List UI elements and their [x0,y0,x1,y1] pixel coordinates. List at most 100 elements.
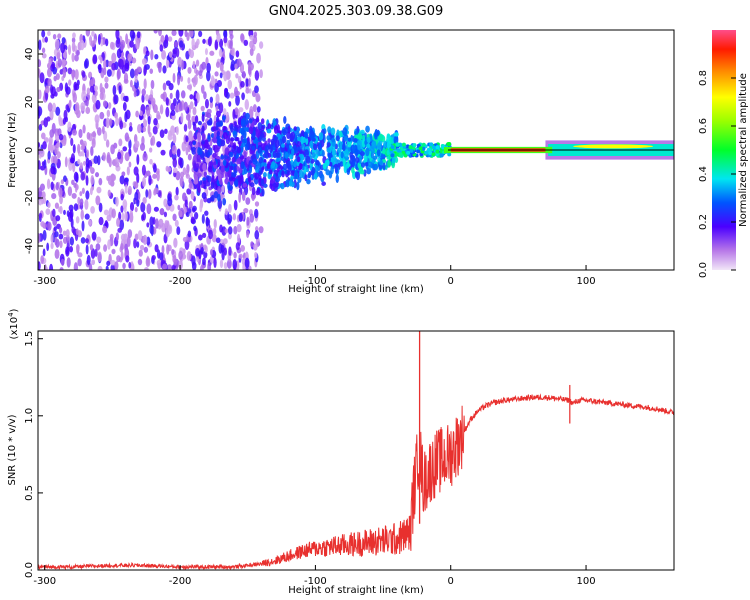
spectrogram-cell [215,110,221,118]
spectrogram-cell [315,159,320,167]
spectrogram-cell [187,153,192,161]
spectrogram-cell [202,180,207,185]
spectrogram-cell [98,202,103,213]
spectrogram-cell [332,148,336,157]
spectrogram-cell [297,136,302,142]
spectrogram-cell [233,199,238,211]
spectrogram-cell [204,140,209,149]
spectrogram-cell [74,102,80,113]
spectrogram-cell [40,221,45,227]
spectrogram-cell [230,123,234,133]
spectrogram-cell [342,127,348,137]
spectrogram-cell [95,99,101,110]
spectrogram-cell [58,133,64,141]
spectrogram-cell [358,155,362,165]
spectrogram-cell [62,67,67,79]
spectrogram-cell [240,161,245,169]
spectrogram-cell [130,261,134,270]
spectrogram-cell [205,217,211,226]
spectrogram-cell [230,59,236,71]
spectrogram-cell [152,125,158,135]
spectrogram-cell [167,224,173,235]
spectrogram-cell [249,182,255,188]
spectrogram-cell [68,79,72,86]
spectrogram-cell [305,137,309,145]
spectrogram-cell [135,110,139,118]
spectrogram-cell [115,196,119,207]
spectrogram-cell [242,182,248,188]
spectrogram-cell [194,211,199,220]
spectrogram-cell [97,33,101,45]
spectrogram-cell [184,199,188,208]
spectrogram-cell [281,170,285,178]
spectrogram-cell [94,114,100,124]
spectrogram-cell [246,216,250,226]
spectrogram-cell [228,246,232,256]
spectrogram-cell [159,104,164,115]
spectrogram-cell [261,125,265,132]
spectrogram-cell [255,110,260,119]
spectrogram-cell [80,237,86,244]
spectrogram-cell [172,157,178,168]
colorbar-label: Normalized spectral amplitude [738,73,749,227]
spectrogram-cell [179,171,185,179]
spectrogram-cell [281,135,287,144]
spectrogram-cell [122,262,126,270]
y-tick-label: 20 [24,96,35,109]
spectrogram-cell [215,93,220,105]
spectrogram-cell [171,144,177,155]
spectrogram-cell [204,48,208,56]
spectrogram-cell [192,106,197,116]
spectrogram-cell [267,152,272,158]
spectrogram-cell [91,138,96,149]
spectrogram-cell [54,91,58,97]
spectrogram-cell [120,242,124,251]
spectrogram-cell [301,136,307,144]
spectrogram-cell [112,85,117,96]
spectrogram-cell [254,251,258,259]
spectrogram-cell [187,67,192,74]
spectrogram-cell [106,260,111,267]
spectrogram-cell [347,139,352,148]
spectrogram-cell [238,107,244,113]
spectrogram-cell [366,143,371,149]
spectrogram-cell [408,145,413,150]
spectrogram-cell [195,69,200,76]
spectrogram-cell [140,202,146,213]
spectrogram-cell [75,216,80,224]
spectrogram-cell [149,147,153,153]
spectrogram-cell [390,145,395,150]
spectrogram-cell [368,161,373,168]
spectrogram-cell [262,171,267,178]
spectrogram-cell [264,145,270,153]
spectrogram-cell [304,149,310,158]
spectrogram-cell [175,186,179,196]
spectrogram-cell [223,71,228,82]
spectrogram-cell [104,76,109,83]
spectrogram-cell [284,151,289,159]
spectrogram-cell [282,163,288,171]
spectrogram-cell [257,141,263,147]
spectrogram-cell [96,186,102,194]
spectrogram-cell [354,171,359,178]
spectrogram-cell [364,162,369,167]
spectrogram-cell [198,250,202,260]
spectrogram-cell [435,149,440,154]
spectrogram-cell [252,158,258,165]
spectrogram-cell [219,72,223,79]
spectrogram-cell [48,58,52,68]
spectrogram-cell [100,72,104,79]
spectrogram-cell [258,156,264,164]
spectrogram-cell [260,178,265,187]
spectrogram-cell [141,93,145,103]
spectrogram-cell [81,90,87,102]
spectrogram-cell [69,246,74,253]
spectrogram-cell [201,213,205,224]
spectrogram-cell [100,38,104,47]
spectrogram-cell [382,162,386,171]
spectrogram-cell [175,126,179,136]
spectrogram-cell [41,47,46,54]
spectrogram-cell [115,38,121,48]
spectrogram-cell [151,135,156,146]
spectrogram-cell [99,91,104,101]
